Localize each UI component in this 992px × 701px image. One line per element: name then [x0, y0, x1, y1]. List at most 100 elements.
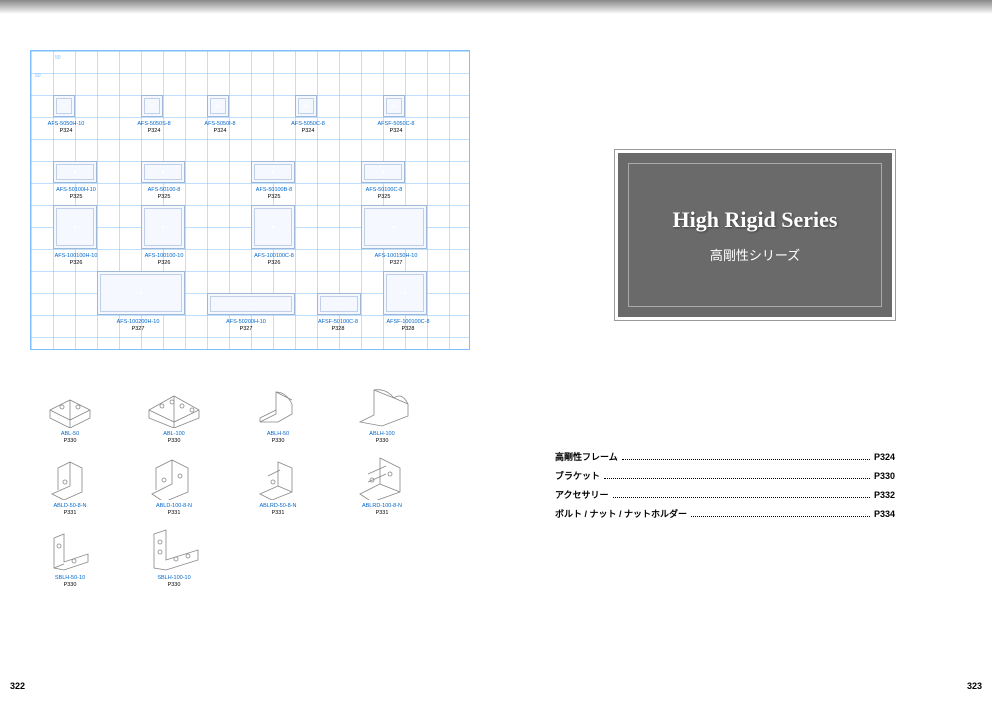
- bracket-item: ABLH-100P330: [342, 380, 422, 444]
- profile-page-ref: P328: [303, 326, 373, 333]
- bracket-label: SBLH-100-10P330: [134, 575, 214, 588]
- bracket-code: ABL-50: [30, 431, 110, 438]
- bracket-code: SBLH-50-10: [30, 575, 110, 582]
- profile-page-ref: P325: [41, 194, 111, 201]
- bracket-drawing: [352, 380, 412, 428]
- profile-code: AFSF-5050C-8: [361, 121, 431, 128]
- bracket-page-ref: P330: [342, 438, 422, 445]
- profile-code: AFSF-50100C-8: [303, 319, 373, 326]
- bracket-drawing: [144, 380, 204, 428]
- bracket-drawing: [144, 452, 204, 500]
- profile-cross-section: [317, 293, 361, 315]
- profile-cross-section: [295, 95, 317, 117]
- profile-label: AFS-50100B-8P325: [239, 187, 309, 200]
- bracket-code: ABLRD-100-8-N: [342, 503, 422, 510]
- bracket-label: SBLH-50-10P330: [30, 575, 110, 588]
- profile-code: AFS-5050I-8: [185, 121, 255, 128]
- page-left: 5050 AFS-5050H-10P324AFS-5050S-8P324AFS-…: [30, 50, 470, 597]
- profile-grid: 5050 AFS-5050H-10P324AFS-5050S-8P324AFS-…: [30, 50, 470, 350]
- profile-page-ref: P324: [361, 128, 431, 135]
- profile-page-ref: P327: [361, 260, 431, 267]
- profile-code: AFS-5050C-8: [273, 121, 343, 128]
- profile-code: AFS-100100H-10: [41, 253, 111, 260]
- toc-label: 高剛性フレーム: [555, 450, 618, 463]
- bracket-page-ref: P330: [134, 582, 214, 589]
- table-of-contents: 高剛性フレーム P324 ブラケット P330 アクセサリー P332 ボルト / ナット …: [555, 450, 895, 526]
- bracket-page-ref: P331: [30, 510, 110, 517]
- profile-label: AFS-100100C-8P326: [239, 253, 309, 266]
- profile-label: AFS-100150H-10P327: [361, 253, 431, 266]
- profile-cross-section: [141, 95, 163, 117]
- toc-label: アクセサリー: [555, 488, 609, 501]
- toc-dots: [691, 516, 870, 517]
- profile-cross-section: [207, 293, 295, 315]
- profile-label: AFS-50100H-10P325: [41, 187, 111, 200]
- profile-page-ref: P325: [349, 194, 419, 201]
- toc-dots: [622, 459, 870, 460]
- toc-page-ref: P332: [874, 490, 895, 500]
- profile-page-ref: P327: [211, 326, 281, 333]
- profile-cross-section: [383, 271, 427, 315]
- title-card-border: [628, 163, 882, 307]
- bracket-drawing: [40, 524, 100, 572]
- profile-cross-section: [53, 161, 97, 183]
- toc-page-ref: P330: [874, 471, 895, 481]
- profile-label: AFS-100200H-10P327: [103, 319, 173, 332]
- bracket-code: ABLH-100: [342, 431, 422, 438]
- bracket-label: ABLRD-50-8-NP331: [238, 503, 318, 516]
- bracket-code: ABLRD-50-8-N: [238, 503, 318, 510]
- profile-code: AFS-100100-10: [129, 253, 199, 260]
- bracket-page-ref: P330: [238, 438, 318, 445]
- bracket-item: ABLRD-50-8-NP331: [238, 452, 318, 516]
- profile-page-ref: P328: [373, 326, 443, 333]
- profile-cross-section: [251, 161, 295, 183]
- profile-cross-section: [53, 205, 97, 249]
- bracket-row: ABL-50P330ABL-100P330ABLH-50P330ABLH-100…: [30, 380, 470, 444]
- bracket-code: SBLH-100-10: [134, 575, 214, 582]
- profile-label: AFS-50200H-10P327: [211, 319, 281, 332]
- profile-label: AFS-50100C-8P325: [349, 187, 419, 200]
- profile-cross-section: [251, 205, 295, 249]
- profile-code: AFS-100150H-10: [361, 253, 431, 260]
- profile-code: AFS-100100C-8: [239, 253, 309, 260]
- bracket-label: ABLD-50-8-NP331: [30, 503, 110, 516]
- bracket-item: SBLH-100-10P330: [134, 524, 214, 588]
- bracket-label: ABLH-50P330: [238, 431, 318, 444]
- toc-page-ref: P324: [874, 452, 895, 462]
- bracket-code: ABLD-100-8-N: [134, 503, 214, 510]
- bracket-drawing: [40, 452, 100, 500]
- bracket-item: ABLH-50P330: [238, 380, 318, 444]
- profile-code: AFS-50200H-10: [211, 319, 281, 326]
- profile-code: AFS-100200H-10: [103, 319, 173, 326]
- bracket-row: SBLH-50-10P330SBLH-100-10P330: [30, 524, 470, 588]
- profile-cross-section: [97, 271, 185, 315]
- profile-cross-section: [53, 95, 75, 117]
- profile-cross-section: [361, 161, 405, 183]
- bracket-code: ABLH-50: [238, 431, 318, 438]
- bracket-item: ABL-100P330: [134, 380, 214, 444]
- profile-page-ref: P326: [41, 260, 111, 267]
- profile-code: AFS-50100B-8: [239, 187, 309, 194]
- bracket-label: ABL-100P330: [134, 431, 214, 444]
- profile-code: AFS-50100C-8: [349, 187, 419, 194]
- profile-page-ref: P327: [103, 326, 173, 333]
- profile-page-ref: P325: [239, 194, 309, 201]
- title-card: High Rigid Series 高剛性シリーズ: [615, 150, 895, 320]
- bracket-drawing: [352, 452, 412, 500]
- toc-row: ブラケット P330: [555, 469, 895, 482]
- profile-page-ref: P324: [185, 128, 255, 135]
- toc-label: ボルト / ナット / ナットホルダー: [555, 507, 687, 520]
- bracket-drawing: [248, 452, 308, 500]
- profile-cross-section: [361, 205, 427, 249]
- toc-row: アクセサリー P332: [555, 488, 895, 501]
- profile-cross-section: [141, 161, 185, 183]
- bracket-item: ABL-50P330: [30, 380, 110, 444]
- bracket-label: ABLH-100P330: [342, 431, 422, 444]
- top-gradient-bar: [0, 0, 992, 14]
- profile-page-ref: P324: [119, 128, 189, 135]
- profile-label: AFSF-100100C-8P328: [373, 319, 443, 332]
- bracket-row: ABLD-50-8-NP331 ABLD-100-8-N P331 ABLRD-50-…: [30, 452, 470, 516]
- grid-dimension-label: 50: [35, 73, 41, 79]
- toc-label: ブラケット: [555, 469, 600, 482]
- profile-cross-section: [383, 95, 405, 117]
